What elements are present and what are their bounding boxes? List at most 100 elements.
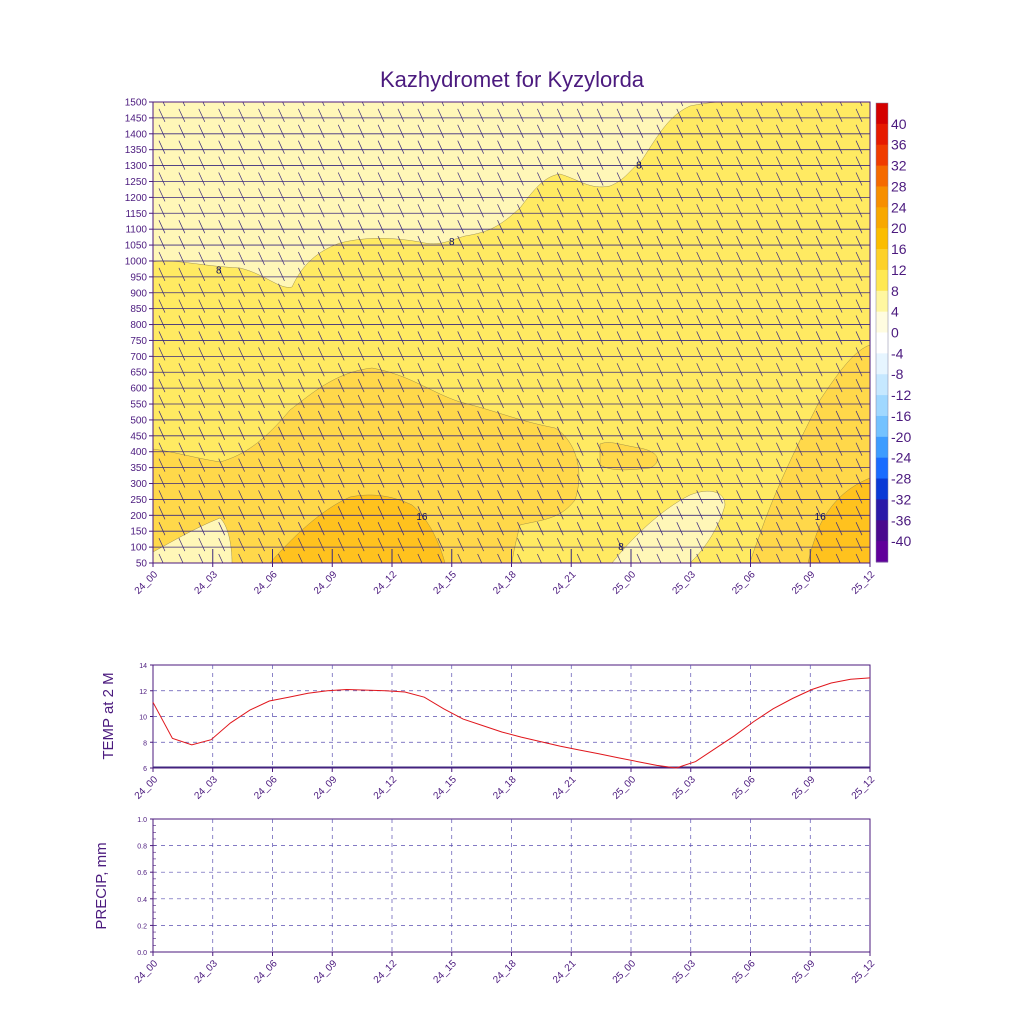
wind-barb — [616, 124, 624, 138]
wind-barb — [377, 251, 385, 266]
wind-barb — [158, 188, 166, 202]
wind-barb — [158, 331, 166, 345]
precip-panel: 0.00.20.40.60.81.0 24_00 24_03 24_06 24_09 2… — [93, 817, 877, 986]
x-tick-label: 24_15 — [431, 774, 459, 802]
wind-barb — [437, 124, 445, 138]
wind-barb — [218, 108, 226, 123]
x-tick-label: 25_12 — [850, 958, 878, 986]
wind-barb — [337, 458, 345, 472]
colorbar-swatch — [876, 520, 888, 542]
colorbar-label: 20 — [891, 220, 907, 236]
wind-barb — [815, 140, 823, 154]
wind-barb — [377, 140, 385, 154]
wind-barb — [855, 156, 863, 170]
wind-barb — [556, 204, 564, 218]
wind-barb — [835, 172, 843, 186]
wind-barb — [337, 410, 345, 425]
wind-barb — [716, 140, 723, 154]
wind-barb — [819, 102, 823, 107]
wind-barb — [437, 315, 445, 329]
wind-barb — [477, 410, 484, 425]
wind-barb — [537, 394, 544, 409]
wind-barb — [158, 251, 166, 266]
wind-barb — [556, 124, 564, 138]
wind-barb — [417, 347, 425, 361]
wind-barb — [736, 426, 743, 440]
wind-barb — [397, 394, 405, 409]
wind-barb — [835, 474, 843, 488]
wind-barb — [556, 156, 564, 170]
wind-barb — [835, 331, 843, 345]
wind-barb — [776, 108, 783, 123]
wind-barb — [756, 108, 763, 123]
wind-barb — [576, 331, 584, 345]
wind-barb — [855, 251, 863, 266]
wind-barb — [218, 140, 226, 154]
wind-barb — [317, 378, 325, 393]
wind-barb — [616, 172, 624, 186]
wind-barb — [377, 426, 385, 440]
contour-line-labels: 8 8 8 16 8 16 — [216, 161, 826, 554]
wind-barb — [198, 378, 206, 393]
wind-barb — [716, 426, 723, 440]
wind-barb — [517, 156, 524, 170]
wind-barb — [676, 426, 684, 440]
wind-barb — [278, 156, 285, 170]
wind-barb — [417, 124, 425, 138]
wind-barb — [457, 267, 465, 282]
wind-barb — [795, 458, 803, 472]
wind-barb — [736, 124, 743, 138]
y-tick-label: 1200 — [125, 193, 148, 204]
wind-barb — [198, 506, 206, 520]
wind-barb — [835, 283, 843, 297]
wind-barb — [357, 426, 365, 440]
wind-barb — [317, 124, 325, 138]
x-tick-label: 25_09 — [790, 958, 818, 986]
colorbar-swatch — [876, 395, 888, 417]
wind-barb — [556, 363, 564, 377]
wind-barb — [716, 537, 723, 552]
wind-barb — [457, 522, 465, 536]
wind-barb — [298, 315, 305, 329]
x-tick-label: 24_03 — [192, 569, 220, 597]
wind-barb — [357, 283, 365, 297]
wind-barb — [457, 426, 465, 440]
wind-barb — [477, 553, 483, 563]
wind-barb — [198, 172, 206, 186]
wind-barb — [835, 458, 843, 472]
wind-barb — [258, 235, 265, 250]
wind-barb — [238, 124, 245, 138]
wind-barb — [477, 156, 484, 170]
wind-barb — [317, 506, 325, 520]
wind-barb — [298, 108, 305, 123]
precip-y-label: PRECIP, mm — [93, 842, 110, 929]
wind-barb — [497, 283, 504, 297]
wind-barb — [238, 553, 244, 563]
wind-barb — [795, 140, 803, 154]
wind-barb — [839, 102, 843, 107]
temp-y-tick-label: 10 — [139, 715, 147, 722]
wind-barb — [676, 553, 682, 563]
wind-barb — [198, 220, 206, 234]
wind-barb — [561, 102, 564, 107]
wind-barb — [218, 553, 224, 563]
wind-barb — [815, 204, 823, 218]
wind-barb — [636, 267, 644, 282]
wind-barb — [397, 458, 405, 472]
wind-barb — [258, 188, 265, 202]
wind-barb — [278, 490, 285, 504]
wind-barb — [178, 140, 186, 154]
wind-barb — [776, 394, 783, 409]
x-tick-label: 24_15 — [431, 569, 459, 597]
wind-barb — [457, 442, 465, 456]
wind-barb — [198, 299, 206, 313]
wind-barb — [855, 283, 863, 297]
wind-barb — [377, 220, 385, 234]
wind-barb — [556, 553, 562, 563]
wind-barb — [696, 140, 704, 154]
wind-barb — [497, 188, 504, 202]
wind-barb — [258, 410, 265, 425]
wind-barb — [815, 299, 823, 313]
wind-barb — [556, 410, 564, 425]
wind-barb — [756, 220, 763, 234]
